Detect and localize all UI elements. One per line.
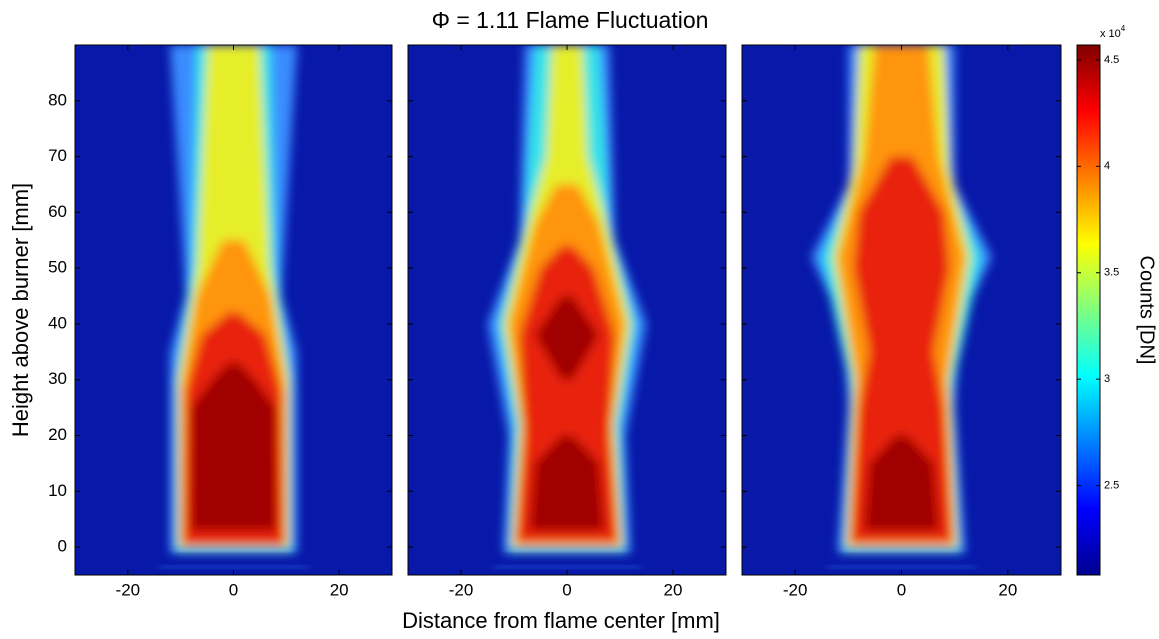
burner-line bbox=[175, 548, 292, 552]
y-tick-label: 80 bbox=[48, 90, 67, 109]
colorbar-label: Counts [DN] bbox=[1136, 256, 1158, 365]
colorbar-tick-label: 4.5 bbox=[1104, 54, 1119, 66]
flame-region bbox=[191, 363, 276, 531]
y-tick-label: 40 bbox=[48, 313, 67, 332]
burner-line bbox=[843, 548, 960, 552]
colorbar-tick-label: 4 bbox=[1104, 160, 1110, 172]
y-tick-label: 60 bbox=[48, 202, 67, 221]
burner-glow bbox=[159, 565, 308, 569]
y-tick-label: 30 bbox=[48, 369, 67, 388]
colorbar-scale: x 104 bbox=[1100, 24, 1126, 40]
flame-region bbox=[529, 435, 605, 531]
x-tick-label: 20 bbox=[330, 580, 349, 599]
burner-line bbox=[508, 548, 626, 552]
colorbar-tick-label: 3.5 bbox=[1104, 267, 1119, 279]
x-tick-label: 20 bbox=[664, 580, 683, 599]
y-tick-label: 0 bbox=[58, 537, 67, 556]
burner-glow bbox=[492, 565, 642, 569]
y-tick-label: 20 bbox=[48, 425, 67, 444]
x-axis-label: Distance from flame center [mm] bbox=[402, 608, 720, 633]
colorbar-tick-label: 2.5 bbox=[1104, 480, 1119, 492]
flame-blur bbox=[487, 45, 647, 553]
flame-region bbox=[864, 435, 939, 531]
x-tick-label: 20 bbox=[998, 580, 1017, 599]
flame-region bbox=[850, 156, 953, 542]
y-tick-label: 50 bbox=[48, 258, 67, 277]
flame bbox=[159, 45, 308, 569]
x-tick-label: -20 bbox=[449, 580, 474, 599]
flame bbox=[811, 45, 992, 569]
y-tick-label: 10 bbox=[48, 481, 67, 500]
x-tick-label: 0 bbox=[229, 580, 238, 599]
x-tick-label: 0 bbox=[897, 580, 906, 599]
flame bbox=[487, 45, 647, 569]
chart-title: Φ = 1.11 Flame Fluctuation bbox=[432, 7, 709, 33]
y-tick-label: 70 bbox=[48, 146, 67, 165]
flame-region bbox=[535, 296, 599, 380]
colorbar-tick-label: 3 bbox=[1104, 373, 1110, 385]
y-axis-label: Height above burner [mm] bbox=[8, 183, 33, 437]
colorbar-scale-exponent: 4 bbox=[1121, 24, 1126, 33]
x-tick-label: -20 bbox=[116, 580, 141, 599]
flame-blur bbox=[811, 45, 992, 553]
colorbar-scale-base: x 10 bbox=[1100, 28, 1121, 40]
flame-blur bbox=[170, 45, 297, 553]
colorbar bbox=[1076, 44, 1101, 576]
burner-glow bbox=[827, 565, 976, 569]
x-tick-label: 0 bbox=[562, 580, 571, 599]
x-tick-label: -20 bbox=[783, 580, 808, 599]
